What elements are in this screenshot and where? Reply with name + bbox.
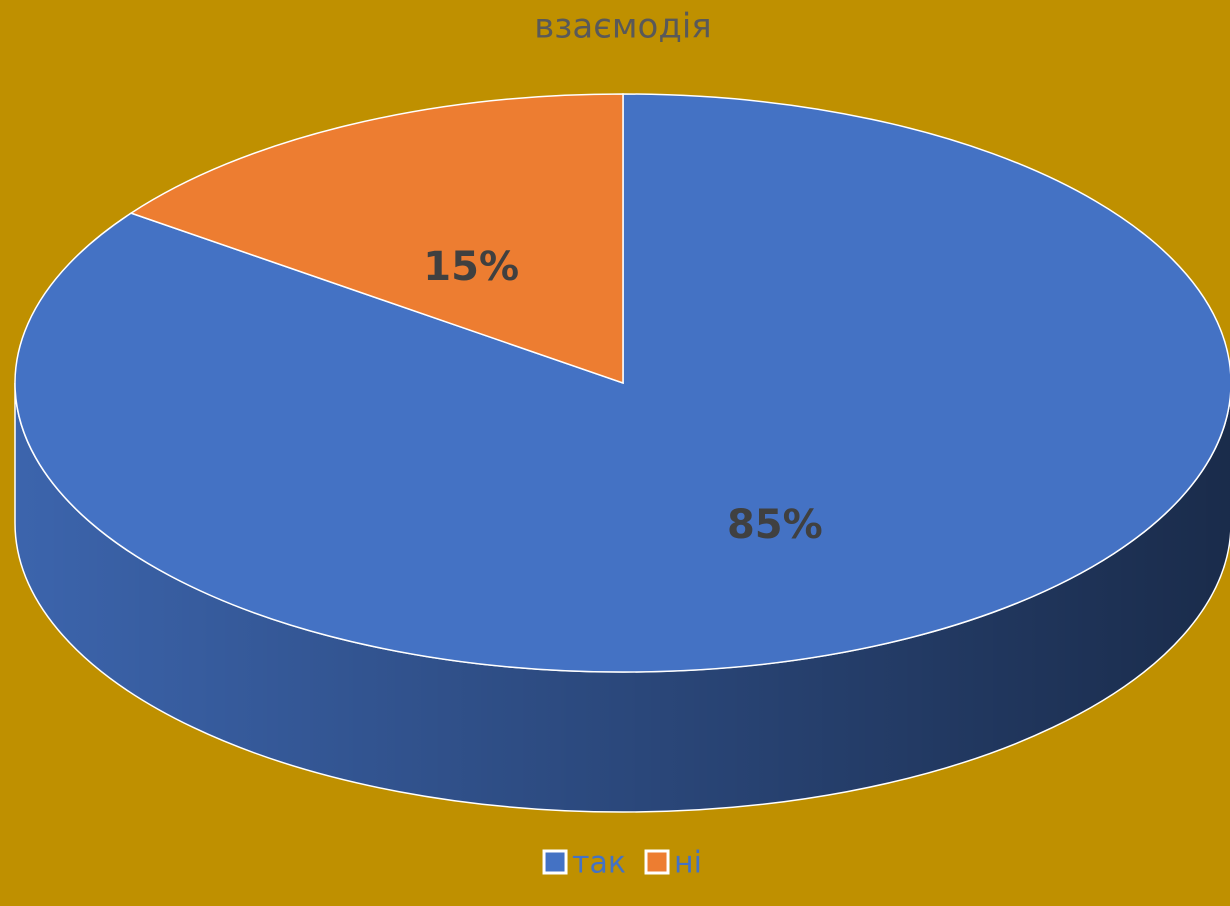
slice bbox=[129, 93, 624, 385]
legend-label: ні bbox=[674, 846, 702, 881]
legend-swatch bbox=[644, 849, 670, 875]
legend-swatch bbox=[542, 849, 568, 875]
legend-label: так bbox=[572, 846, 626, 881]
data-label: 15% bbox=[423, 244, 519, 290]
chart-title: взаємодія bbox=[534, 7, 711, 47]
data-label: 85% bbox=[727, 502, 823, 548]
